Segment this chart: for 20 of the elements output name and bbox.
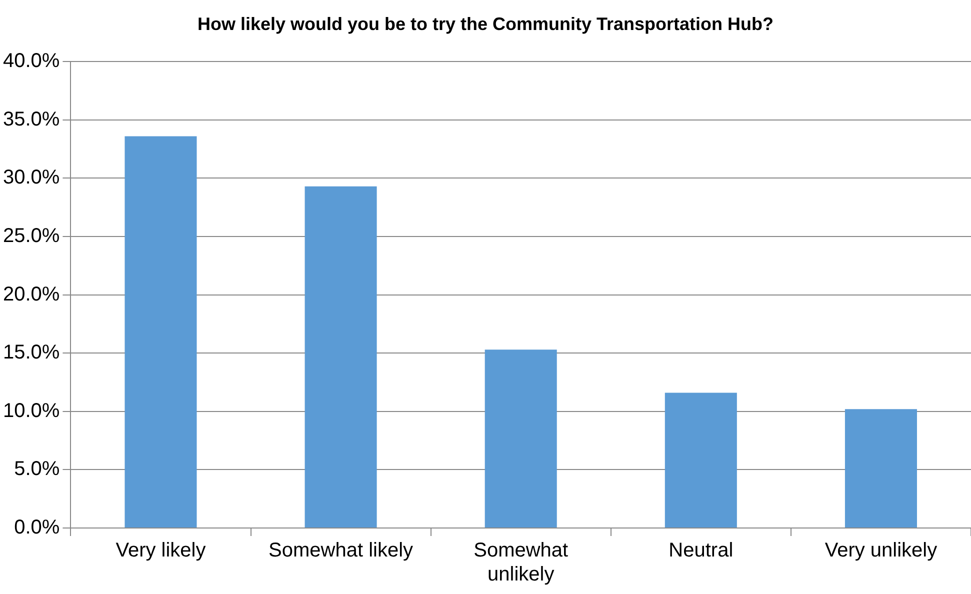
x-tick-label: Very unlikely — [824, 540, 938, 562]
y-tick-label: 35.0% — [2, 108, 60, 130]
bar — [304, 186, 377, 528]
y-tick-label: 20.0% — [2, 283, 60, 306]
y-tick-label: 0.0% — [14, 516, 60, 539]
x-tick-label: Very likely — [116, 540, 206, 562]
bar — [844, 409, 917, 528]
y-tick-label: 5.0% — [14, 458, 60, 480]
bar — [484, 350, 557, 528]
bar — [124, 136, 197, 528]
bar — [664, 392, 737, 528]
y-tick-label: 15.0% — [2, 342, 60, 364]
x-tick-label: Somewhat likely — [268, 540, 414, 562]
y-tick-label: 40.0% — [2, 50, 60, 72]
y-tick-label: 10.0% — [2, 400, 60, 422]
chart-title: How likely would you be to try the Community Transportation Hub? — [197, 14, 774, 34]
y-tick-label: 25.0% — [2, 225, 60, 248]
y-tick-label: 30.0% — [2, 166, 60, 189]
x-tick-label: Somewhat unlikely — [474, 540, 569, 586]
x-tick-label: Neutral — [668, 540, 734, 562]
